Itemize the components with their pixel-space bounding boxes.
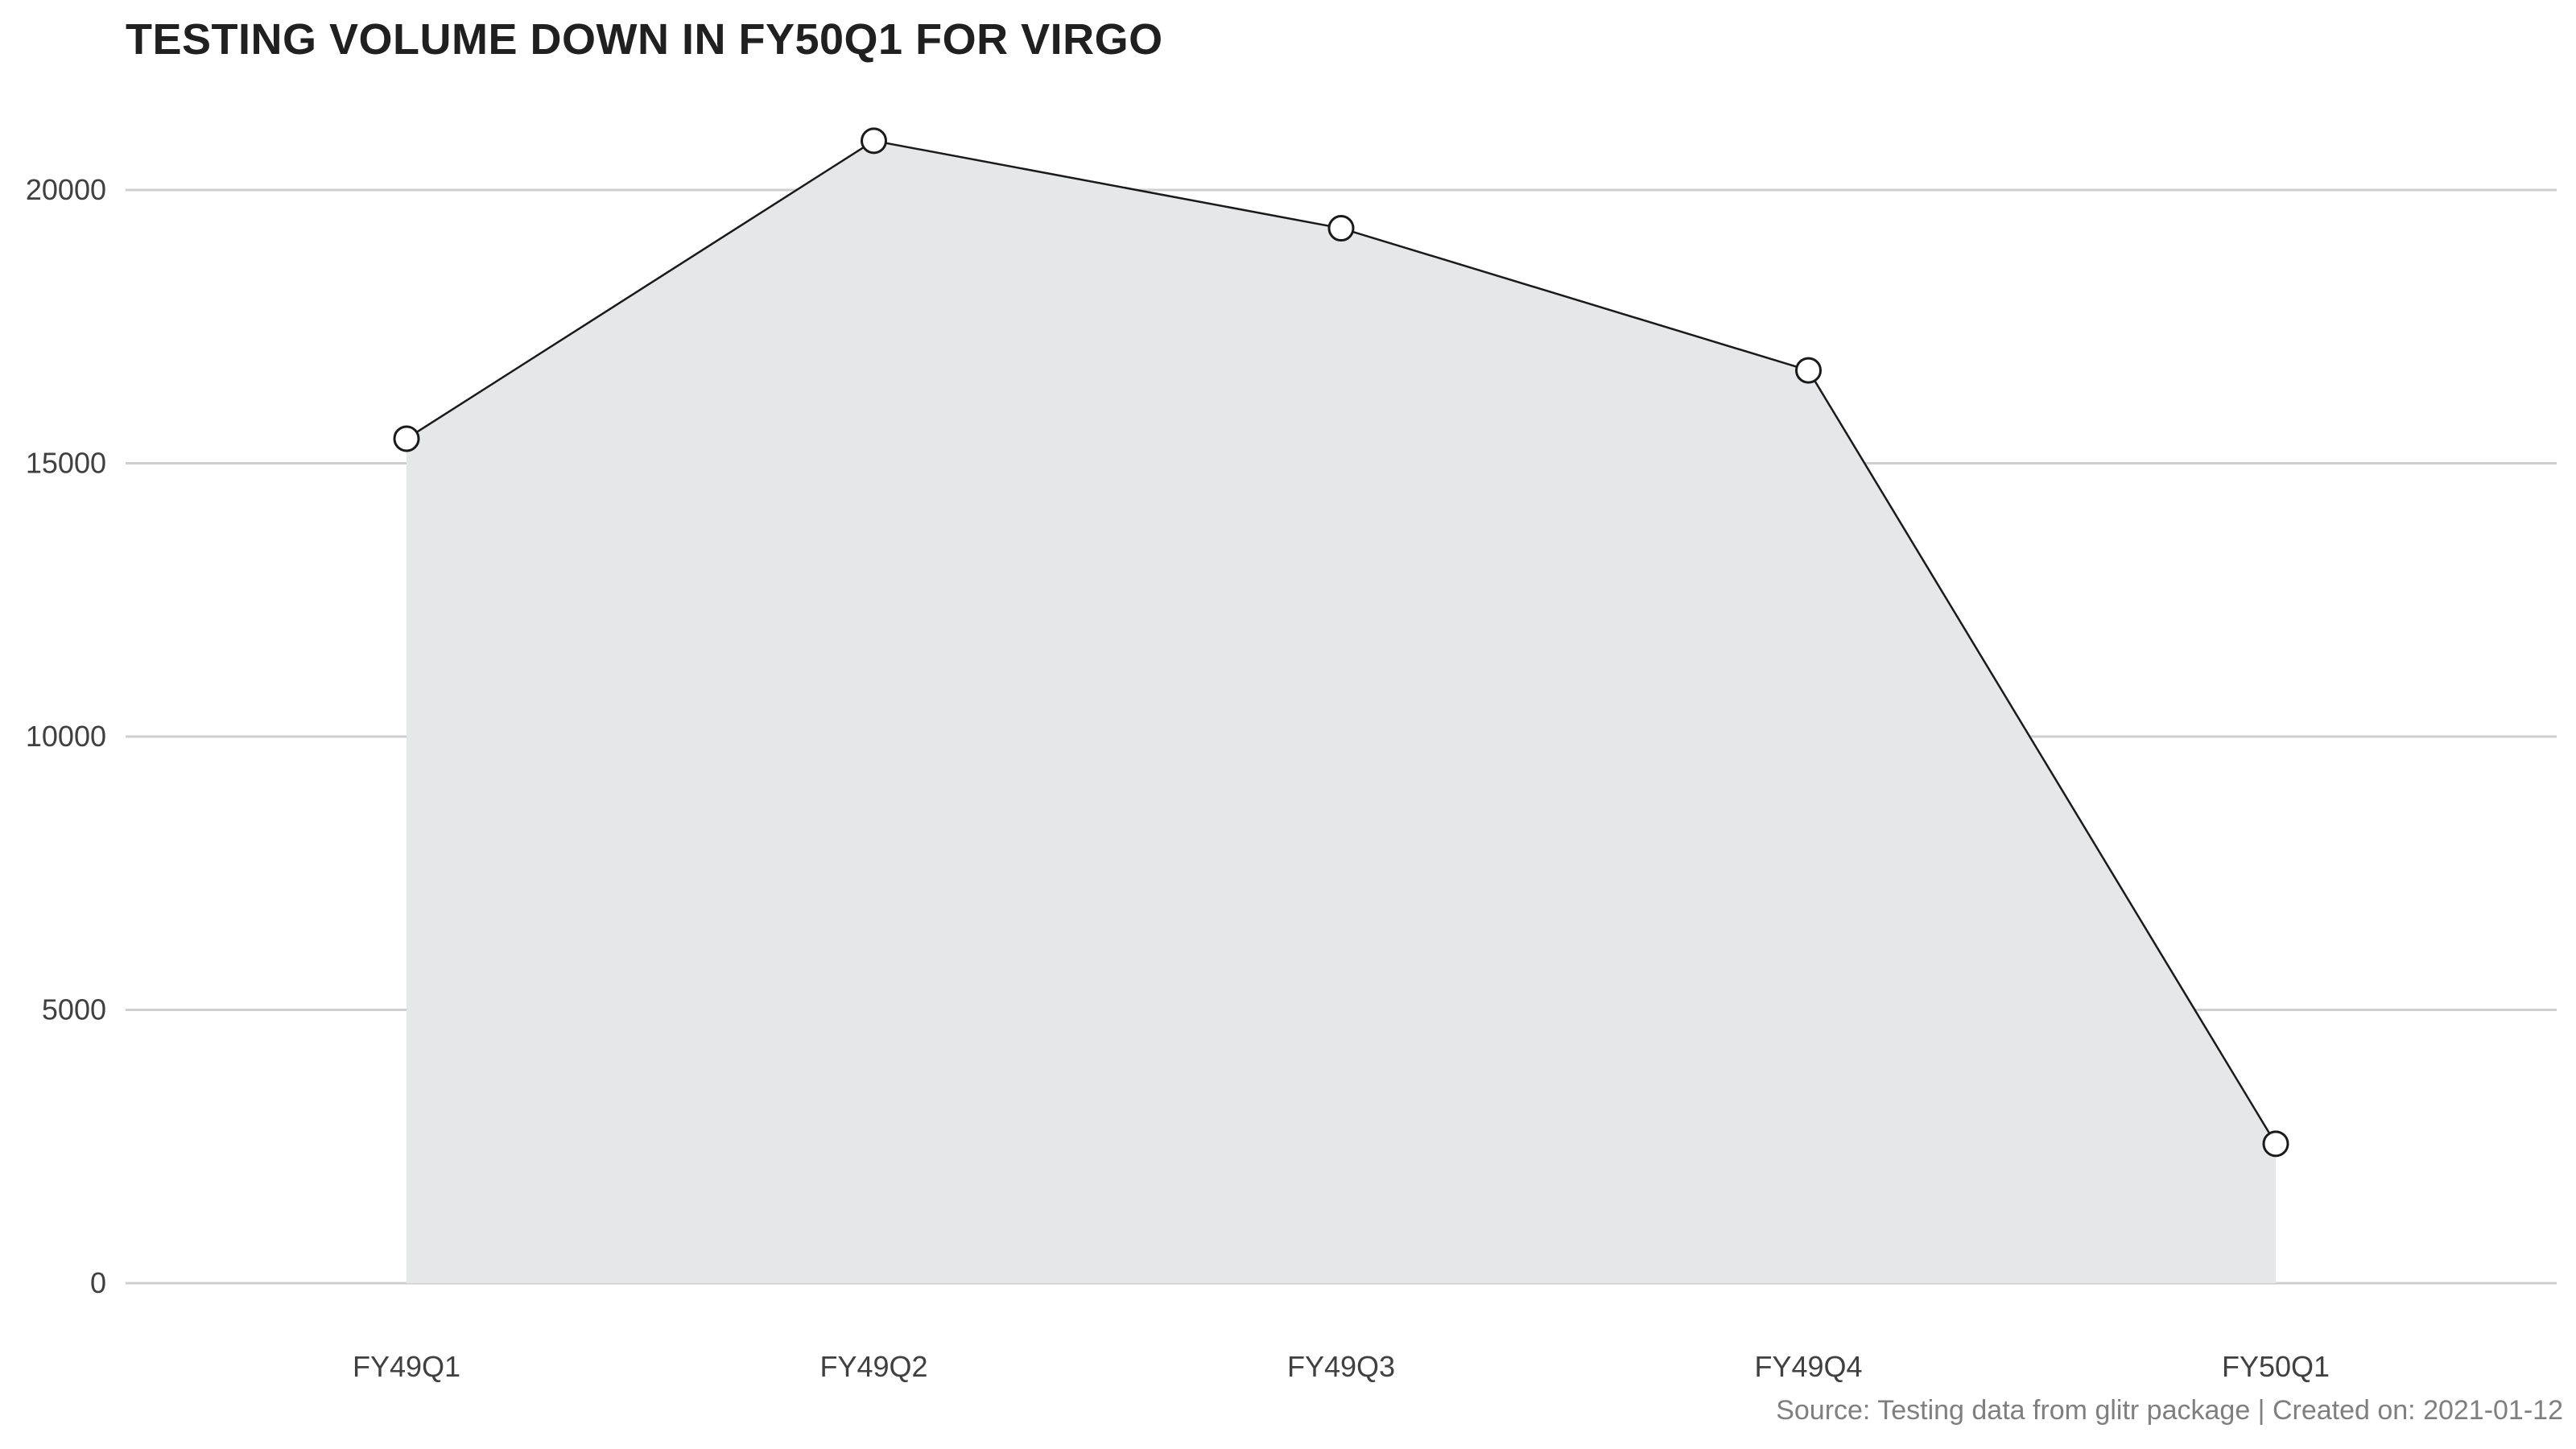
x-tick-label: FY50Q1	[2222, 1350, 2330, 1383]
x-axis-ticks: FY49Q1 FY49Q2 FY49Q3 FY49Q4 FY50Q1	[353, 1350, 2330, 1383]
data-point	[2262, 1130, 2289, 1158]
source-caption: Source: Testing data from glitr package …	[1776, 1395, 2563, 1426]
x-tick-label: FY49Q2	[819, 1350, 927, 1383]
area-series	[407, 140, 2276, 1283]
y-tick-label: 0	[90, 1266, 106, 1299]
x-tick-label: FY49Q3	[1287, 1350, 1395, 1383]
y-tick-label: 10000	[26, 720, 106, 753]
x-tick-label: FY49Q1	[353, 1350, 460, 1383]
area-fill	[407, 140, 2276, 1283]
data-point	[861, 127, 887, 155]
y-tick-label: 5000	[42, 993, 106, 1026]
y-tick-label: 20000	[26, 173, 106, 206]
y-tick-label: 15000	[26, 447, 106, 480]
x-tick-label: FY49Q4	[1754, 1350, 1862, 1383]
y-axis-ticks: 0 5000 10000 15000 20000	[26, 173, 106, 1299]
data-point	[1795, 357, 1822, 384]
data-point	[393, 425, 420, 452]
chart-title: TESTING VOLUME DOWN IN FY50Q1 FOR VIRGO	[126, 15, 1163, 64]
data-point	[1327, 215, 1355, 242]
data-points	[393, 127, 2289, 1158]
